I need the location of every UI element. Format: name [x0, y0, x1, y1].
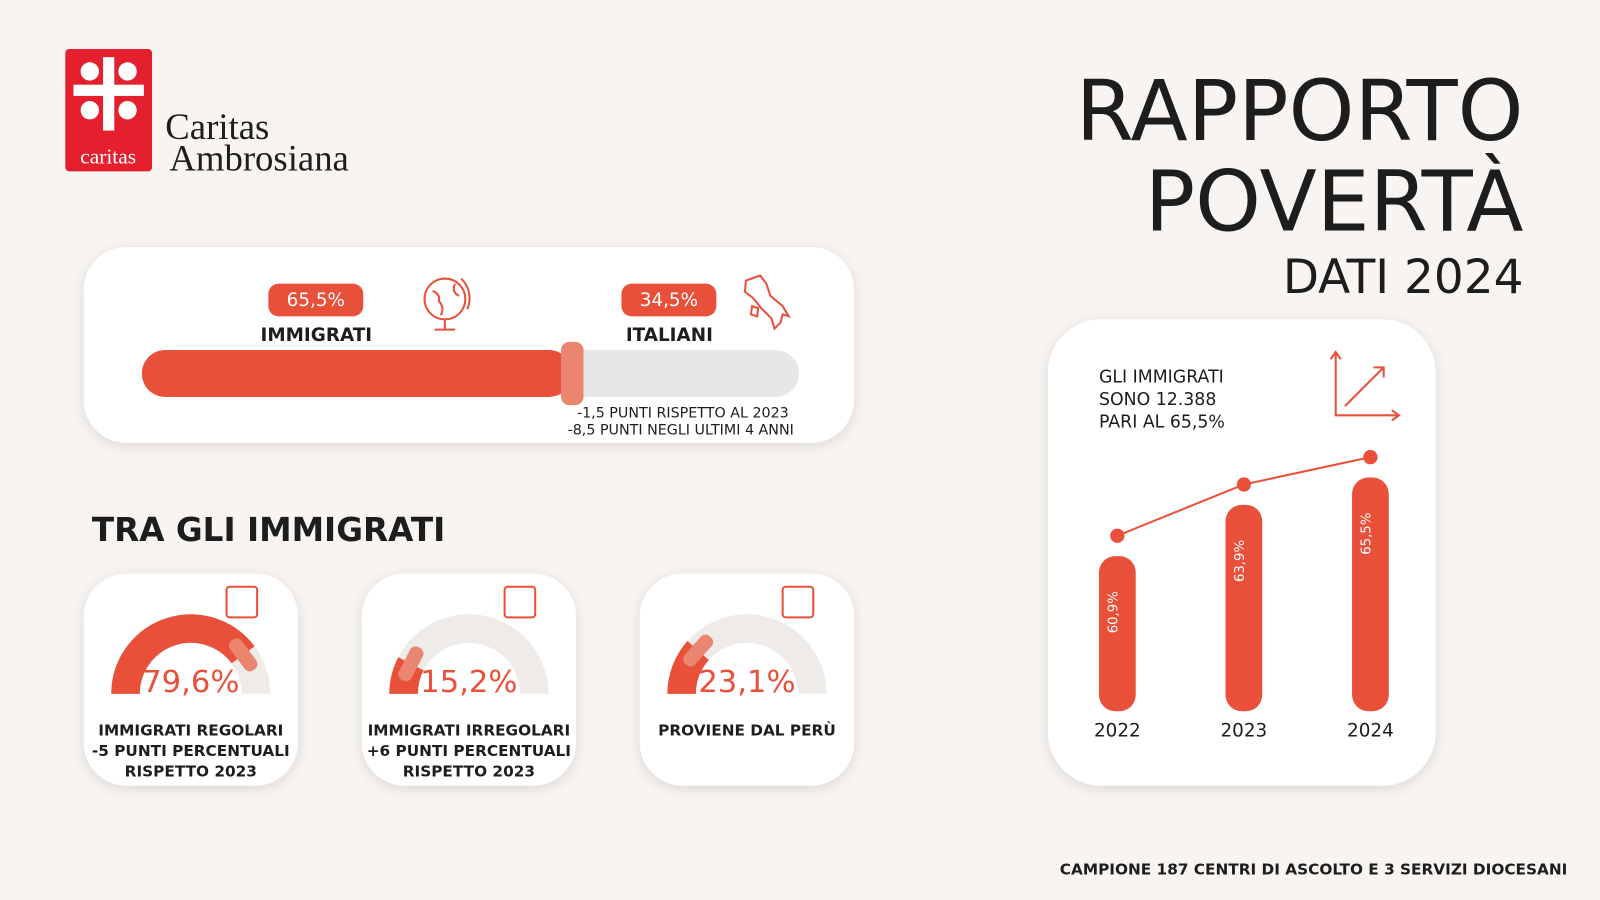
- title: RAPPORTO: [1076, 62, 1524, 160]
- logo-name: Ambrosiana: [169, 137, 348, 178]
- gauge-cap: [228, 638, 258, 672]
- series-label: IMMIGRATI: [261, 325, 373, 346]
- gauge-label: -5 PUNTI PERCENTUALI: [92, 742, 290, 760]
- icon: [503, 585, 537, 619]
- gauge-cap: [398, 646, 424, 682]
- logo: caritas Caritas Ambrosiana: [65, 48, 349, 178]
- x-tick-label: 2024: [1347, 721, 1394, 742]
- card: [361, 573, 577, 786]
- subtitle: DATI 2024: [1283, 250, 1524, 305]
- note: PARI AL 65,5%: [1099, 413, 1225, 433]
- icon: [225, 585, 259, 619]
- gauge-label: +6 PUNTI PERCENTUALI: [367, 742, 571, 760]
- italy-icon: [743, 274, 792, 331]
- gauge-arc: [111, 614, 255, 695]
- trend-dot: [1236, 477, 1252, 492]
- bar-value-label: 60,9%: [1106, 591, 1121, 633]
- card: [83, 573, 298, 786]
- gauge-label: IMMIGRATI REGOLARI: [98, 722, 283, 740]
- growth-icon: [1329, 350, 1401, 422]
- trend-dot: [1110, 528, 1125, 543]
- trend-chart: 60,9% 2022 63,9% 2023 65,5% 2024: [1094, 450, 1394, 742]
- note: GLI IMMIGRATI: [1099, 368, 1224, 388]
- logo-cross: [73, 57, 144, 131]
- split-bar: [141, 341, 799, 406]
- icon: [781, 585, 815, 619]
- logo-name: Caritas: [165, 106, 269, 147]
- bar-segment: [548, 350, 799, 397]
- series-label: ITALIANI: [626, 325, 713, 346]
- gauge-label: PROVIENE DAL PERÙ: [658, 721, 836, 740]
- bar: [1098, 556, 1136, 712]
- bar: [1225, 504, 1263, 712]
- bar-value-label: 63,9%: [1233, 540, 1248, 582]
- gauges: 79,6% IMMIGRATI REGOLARI -5 PUNTI PERCENTU…: [83, 573, 855, 786]
- x-tick-label: 2022: [1094, 721, 1141, 742]
- note: SONO 12.388: [1099, 390, 1216, 410]
- section-title: TRA GLI IMMIGRATI: [92, 511, 445, 549]
- gauge-label: RISPETTO 2023: [403, 763, 535, 781]
- gauge-label: IMMIGRATI IRREGOLARI: [368, 722, 571, 740]
- gauge-value: 23,1%: [698, 665, 795, 700]
- note: -1,5 PUNTI RISPETTO AL 2023: [577, 405, 789, 421]
- value-label: 65,5%: [287, 290, 345, 311]
- card: [639, 573, 855, 786]
- note: -8,5 PUNTI NEGLI ULTIMI 4 ANNI: [568, 423, 794, 439]
- trend-dot: [1363, 450, 1378, 465]
- bar: [1352, 477, 1389, 712]
- bar-segment: [141, 350, 573, 397]
- x-tick-label: 2023: [1221, 721, 1268, 742]
- logo-badge-text: caritas: [80, 144, 136, 168]
- bar-value-label: 65,5%: [1359, 513, 1374, 555]
- gauge-value: 15,2%: [420, 665, 517, 700]
- value-label: 34,5%: [640, 290, 698, 311]
- gauge-label: RISPETTO 2023: [125, 763, 257, 781]
- bar-handle: [561, 341, 584, 406]
- value-pill: [621, 283, 717, 317]
- gauge-cap: [683, 634, 714, 667]
- gauge-value: 79,6%: [142, 665, 239, 700]
- globe-icon: [423, 277, 471, 331]
- title: POVERTÀ: [1145, 153, 1524, 251]
- value-pill: [268, 283, 364, 317]
- footer: CAMPIONE 187 CENTRI DI ASCOLTO E 3 SERVI…: [1060, 860, 1568, 878]
